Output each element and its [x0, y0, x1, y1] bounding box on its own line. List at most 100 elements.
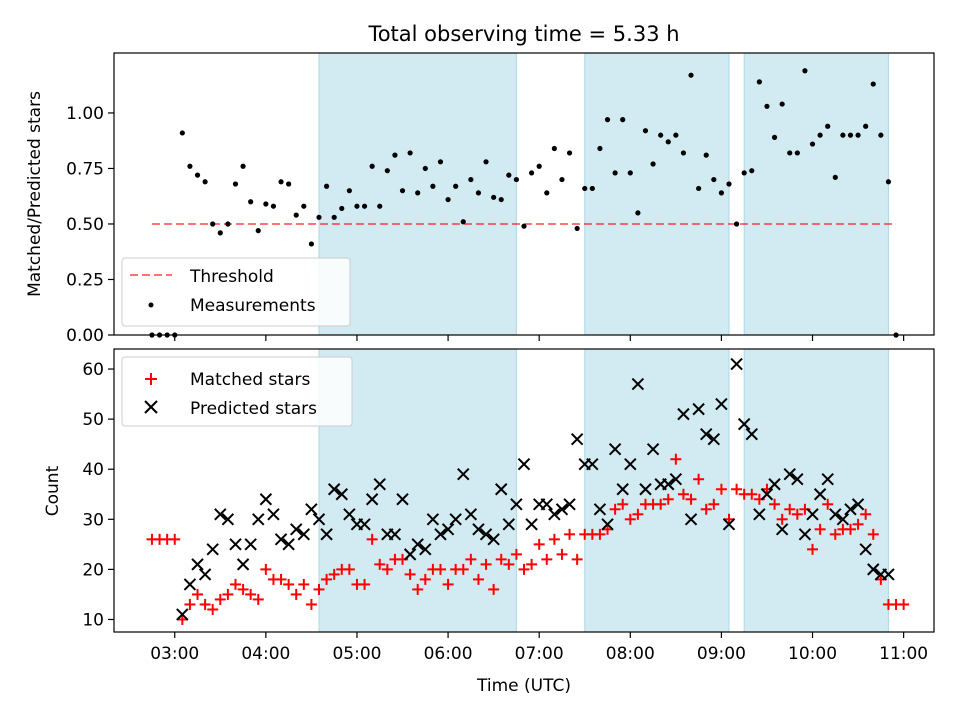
- measurement-point: [498, 196, 504, 203]
- matched-star-marker: [776, 513, 788, 525]
- measurement-point: [817, 132, 823, 138]
- measurement-point: [696, 185, 702, 192]
- predicted-star-marker: [206, 543, 219, 556]
- measurement-point: [437, 159, 444, 165]
- predicted-star-marker: [229, 538, 242, 551]
- matched-star-marker: [298, 578, 310, 590]
- legend-matched-label: Matched stars: [190, 370, 310, 390]
- predicted-star-marker: [844, 503, 857, 516]
- predicted-star-marker: [707, 432, 721, 446]
- matched-star-marker: [359, 578, 371, 590]
- predicted-star-marker: [753, 508, 766, 521]
- matched-star-marker: [366, 533, 378, 545]
- matched-star-marker: [807, 543, 819, 555]
- shaded-interval: [743, 52, 889, 336]
- measurement-point: [445, 196, 451, 203]
- matched-star-marker: [624, 513, 636, 525]
- predicted-star-marker: [343, 508, 356, 521]
- matched-star-marker: [214, 593, 226, 605]
- measurement-point: [771, 134, 778, 140]
- y-tick-label: 50: [82, 410, 104, 430]
- top-axes-frame: [113, 52, 935, 336]
- top-legend-box: [121, 257, 351, 327]
- matched-star-marker: [556, 548, 568, 560]
- matched-star-marker: [693, 473, 705, 485]
- matched-star-marker: [480, 558, 492, 570]
- measurement-point: [422, 165, 428, 172]
- shaded-interval: [584, 52, 730, 336]
- matched-star-marker: [503, 558, 515, 570]
- matched-star-marker: [442, 578, 454, 590]
- measurement-point: [217, 230, 223, 236]
- matched-star-marker: [252, 593, 264, 605]
- measurement-point: [263, 201, 269, 207]
- matched-star-marker: [192, 588, 204, 600]
- matched-star-marker: [222, 588, 234, 600]
- measurement-point: [574, 225, 580, 232]
- matched-star-markers: [146, 453, 910, 625]
- predicted-star-marker: [722, 518, 736, 531]
- measurement-point: [248, 199, 254, 205]
- top-shaded-regions: [318, 52, 889, 336]
- x-tick-label: 06:00: [424, 644, 473, 664]
- matched-star-marker: [472, 573, 484, 585]
- matched-star-marker: [510, 548, 522, 560]
- predicted-star-marker: [859, 543, 872, 556]
- predicted-star-marker: [745, 427, 758, 441]
- matched-star-marker: [526, 558, 538, 570]
- measurement-point: [179, 130, 185, 136]
- matched-star-marker: [419, 573, 431, 585]
- measurement-point: [756, 79, 762, 85]
- legend-threshold-label: Threshold: [189, 267, 274, 287]
- matched-star-marker: [381, 563, 393, 575]
- predicted-star-marker: [555, 503, 569, 516]
- bottom-legend: Matched stars Predicted stars: [121, 356, 353, 427]
- predicted-star-marker: [244, 538, 257, 551]
- measurement-point: [415, 190, 421, 196]
- predicted-star-markers: [176, 357, 895, 621]
- legend-matched-swatch: [145, 373, 157, 385]
- predicted-star-marker: [601, 518, 614, 531]
- predicted-star-marker: [540, 498, 553, 511]
- measurement-point: [589, 185, 595, 192]
- predicted-star-marker: [396, 493, 409, 506]
- measurement-point: [293, 212, 299, 218]
- x-tick-label: 03:00: [150, 644, 199, 664]
- matched-star-marker: [715, 483, 727, 495]
- matched-star-marker: [685, 493, 697, 505]
- predicted-star-marker: [259, 493, 273, 506]
- measurement-point: [680, 150, 687, 156]
- measurement-point: [809, 141, 816, 147]
- matched-star-marker: [609, 503, 621, 515]
- matched-star-marker: [791, 508, 803, 520]
- predicted-star-marker: [191, 558, 204, 571]
- bottom-y-axis-label: Count: [43, 465, 63, 516]
- measurement-point: [536, 163, 542, 169]
- measurement-point: [316, 214, 322, 220]
- matched-star-marker: [283, 578, 295, 590]
- predicted-star-marker: [616, 483, 629, 496]
- measurement-point: [802, 68, 808, 74]
- predicted-star-marker: [358, 518, 371, 531]
- y-tick-label: 0.00: [66, 326, 104, 346]
- matched-star-marker: [829, 528, 841, 540]
- matched-star-marker: [290, 588, 302, 600]
- predicted-star-marker: [335, 488, 348, 501]
- measurement-point: [551, 145, 557, 152]
- measurement-point: [718, 190, 725, 196]
- matched-star-marker: [670, 453, 682, 465]
- measurement-point: [278, 179, 284, 185]
- predicted-star-marker: [419, 543, 432, 556]
- matched-star-marker: [465, 553, 477, 565]
- predicted-star-marker: [449, 513, 462, 526]
- y-tick-label: 0.75: [66, 159, 104, 179]
- measurement-point: [513, 176, 520, 183]
- measurement-point: [483, 159, 489, 165]
- matched-star-marker: [237, 583, 249, 595]
- predicted-star-marker: [548, 508, 561, 521]
- x-tick-label: 09:00: [697, 644, 746, 664]
- measurement-point: [270, 203, 277, 209]
- measurement-point: [384, 168, 390, 174]
- matched-star-marker: [229, 578, 241, 590]
- matched-star-marker: [169, 533, 181, 545]
